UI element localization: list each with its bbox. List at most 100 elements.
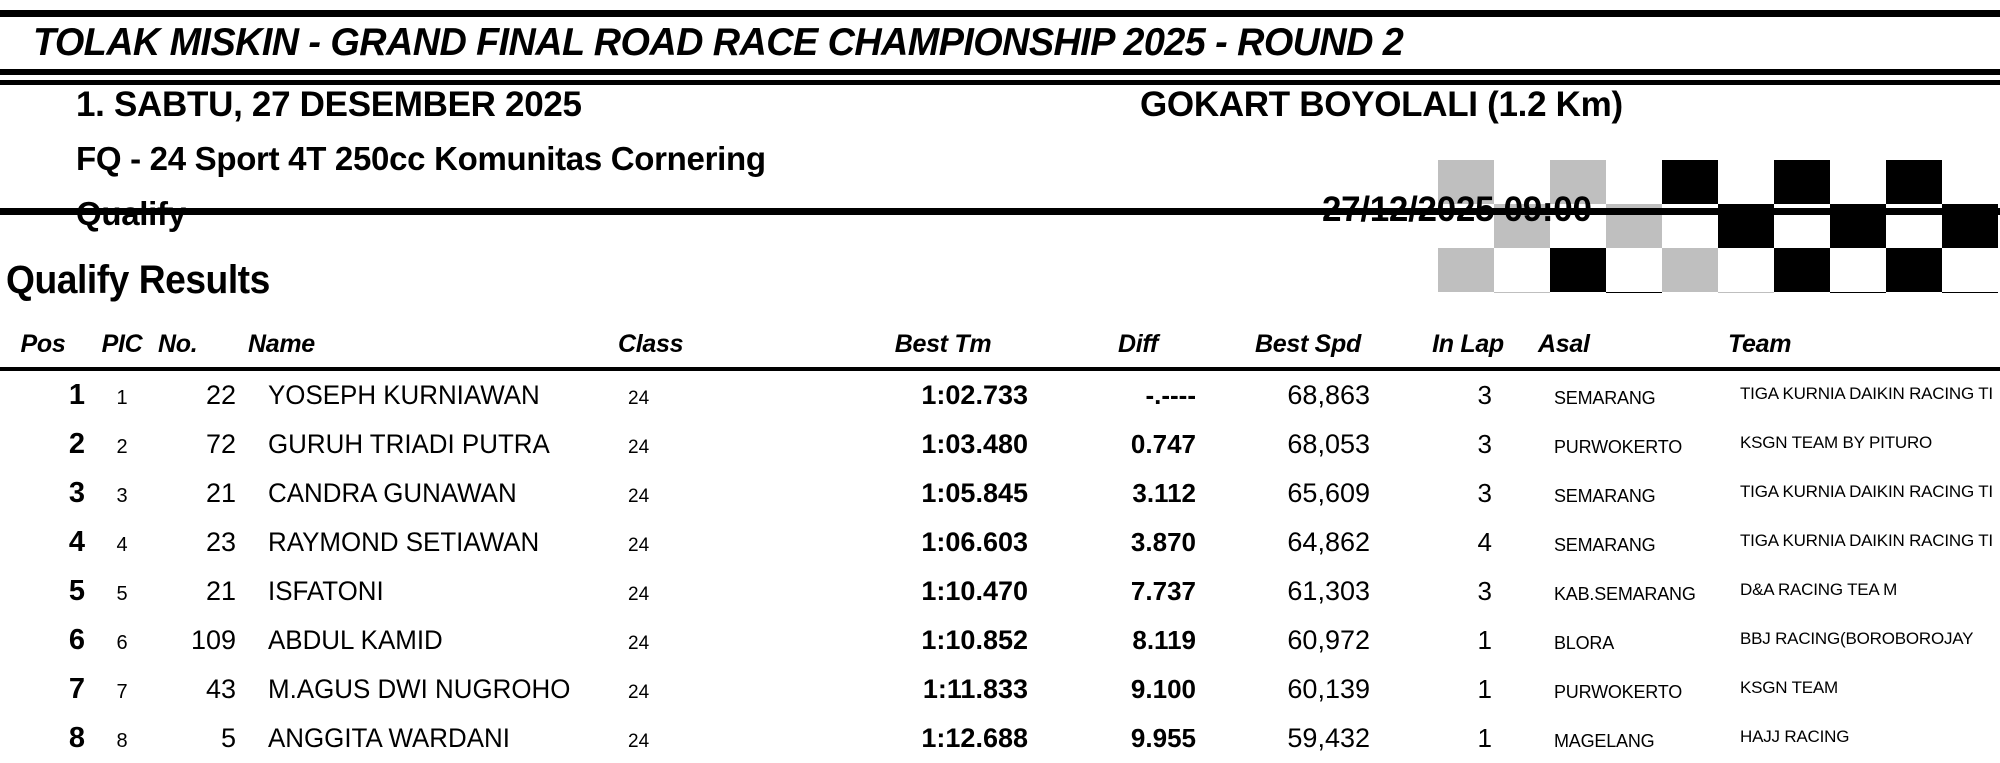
cell-diff: 3.870 <box>1058 518 1218 567</box>
table-row[interactable]: 4 4 23 RAYMOND SETIAWAN 24 1:06.603 3.870 64,86… <box>0 518 2000 567</box>
cell-best-spd-text: 64,862 <box>1287 527 1370 557</box>
cell-in-lap: 1 <box>1398 665 1538 714</box>
cell-best-tm-text: 1:06.603 <box>921 527 1028 557</box>
cell-name-text: ABDUL KAMID <box>268 625 443 655</box>
cell-name: CANDRA GUNAWAN <box>248 469 618 518</box>
header-name: Name <box>248 330 315 358</box>
cell-best-spd: 61,303 <box>1218 567 1398 616</box>
cell-name-text: ISFATONI <box>268 576 384 606</box>
cell-best-tm-text: 1:10.852 <box>921 625 1028 655</box>
cell-in-lap: 3 <box>1398 567 1538 616</box>
cell-name: ABDUL KAMID <box>248 616 618 665</box>
cell-diff: 9.100 <box>1058 665 1218 714</box>
cell-no: 72 <box>158 420 248 469</box>
cell-no: 5 <box>158 714 248 763</box>
cell-in-lap-text: 3 <box>1477 429 1492 459</box>
cell-pos: 3 <box>0 469 86 518</box>
cell-name-text: RAYMOND SETIAWAN <box>268 527 540 557</box>
flag-square <box>1606 292 1662 293</box>
cell-team: KSGN TEAM BY PITURO <box>1728 420 2000 469</box>
cell-asal-text: PURWOKERTO <box>1554 437 1683 457</box>
cell-pos-text: 2 <box>68 428 85 460</box>
cell-team-text: KSGN TEAM <box>1740 678 1839 697</box>
flag-square <box>1942 160 1998 204</box>
cell-name-text: YOSEPH KURNIAWAN <box>268 380 540 410</box>
flag-square <box>1886 160 1942 204</box>
event-title-bar: TOLAK MISKIN - GRAND FINAL ROAD RACE CHA… <box>0 10 2000 75</box>
cell-team-text: TIGA KURNIA DAIKIN RACING TI <box>1740 384 1993 403</box>
cell-no: 22 <box>158 369 248 420</box>
cell-name-text: M.AGUS DWI NUGROHO <box>268 674 571 704</box>
cell-in-lap: 1 <box>1398 616 1538 665</box>
cell-pic: 3 <box>86 469 158 518</box>
flag-square <box>1886 248 1942 292</box>
cell-class-text: 24 <box>628 682 650 703</box>
cell-diff: 7.737 <box>1058 567 1218 616</box>
cell-best-tm-text: 1:12.688 <box>921 723 1028 753</box>
table-row[interactable]: 3 3 21 CANDRA GUNAWAN 24 1:05.845 3.112 65,609 3… <box>0 469 2000 518</box>
cell-best-tm: 1:02.733 <box>828 369 1058 420</box>
cell-name: ISFATONI <box>248 567 618 616</box>
cell-class-text: 24 <box>628 437 650 458</box>
cell-diff: 9.955 <box>1058 714 1218 763</box>
flag-square <box>1662 248 1718 292</box>
cell-best-spd: 59,432 <box>1218 714 1398 763</box>
cell-diff-text: 7.737 <box>1130 576 1196 606</box>
cell-pic: 6 <box>86 616 158 665</box>
event-title: TOLAK MISKIN - GRAND FINAL ROAD RACE CHA… <box>32 21 1404 64</box>
race-results-sheet: TOLAK MISKIN - GRAND FINAL ROAD RACE CHA… <box>0 10 2000 754</box>
cell-diff: 3.112 <box>1058 469 1218 518</box>
cell-name: YOSEPH KURNIAWAN <box>248 369 618 420</box>
cell-asal: SEMARANG <box>1538 369 1728 420</box>
cell-team-text: TIGA KURNIA DAIKIN RACING TI <box>1740 482 1993 501</box>
flag-square <box>1774 292 1830 293</box>
cell-asal: KAB.SEMARANG <box>1538 567 1728 616</box>
table-row[interactable]: 2 2 72 GURUH TRIADI PUTRA 24 1:03.480 0.747 68,… <box>0 420 2000 469</box>
cell-name: M.AGUS DWI NUGROHO <box>248 665 618 714</box>
table-row[interactable]: 8 8 5 ANGGITA WARDANI 24 1:12.688 9.955 59,432 1… <box>0 714 2000 763</box>
cell-diff-text: 9.955 <box>1130 723 1196 753</box>
cell-class-text: 24 <box>628 584 650 605</box>
cell-pos: 6 <box>0 616 86 665</box>
flag-square <box>1942 292 1998 293</box>
cell-diff-text: 8.119 <box>1132 625 1196 655</box>
event-venue-label: GOKART BOYOLALI (1.2 Km) <box>1140 85 1623 124</box>
cell-asal-text: MAGELANG <box>1554 731 1655 751</box>
table-row[interactable]: 1 1 22 YOSEPH KURNIAWAN 24 1:02.733 -.---- 68,8… <box>0 369 2000 420</box>
cell-pic: 7 <box>86 665 158 714</box>
cell-class-text: 24 <box>628 731 650 752</box>
cell-class-text: 24 <box>628 535 650 556</box>
cell-team-text: D&A RACING TEA M <box>1740 580 1898 599</box>
cell-asal: PURWOKERTO <box>1538 420 1728 469</box>
cell-name-text: GURUH TRIADI PUTRA <box>268 429 550 459</box>
table-row[interactable]: 6 6 109 ABDUL KAMID 24 1:10.852 8.119 60,972 1 BL… <box>0 616 2000 665</box>
flag-square <box>1886 292 1942 293</box>
flag-square <box>1438 248 1494 292</box>
cell-pic-text: 2 <box>116 436 128 458</box>
cell-best-tm-text: 1:03.480 <box>921 429 1028 459</box>
table-row[interactable]: 7 7 43 M.AGUS DWI NUGROHO 24 1:11.833 9.100 60,… <box>0 665 2000 714</box>
cell-diff: 0.747 <box>1058 420 1218 469</box>
cell-diff: 8.119 <box>1058 616 1218 665</box>
cell-pos: 2 <box>0 420 86 469</box>
cell-team: KSGN TEAM <box>1728 665 2000 714</box>
flag-square <box>1494 160 1550 204</box>
cell-best-tm-text: 1:05.845 <box>921 478 1028 508</box>
cell-diff-text: 0.747 <box>1130 429 1196 459</box>
cell-pic-text: 3 <box>116 485 128 507</box>
cell-pic-text: 4 <box>116 534 128 556</box>
cell-no: 109 <box>158 616 248 665</box>
cell-no-text: 5 <box>220 723 236 753</box>
cell-asal-text: BLORA <box>1554 633 1615 653</box>
cell-best-spd-text: 60,972 <box>1287 625 1370 655</box>
flag-square <box>1718 160 1774 204</box>
cell-in-lap: 3 <box>1398 420 1538 469</box>
cell-pic: 8 <box>86 714 158 763</box>
table-row[interactable]: 5 5 21 ISFATONI 24 1:10.470 7.737 61,303 3 KAB.SE… <box>0 567 2000 616</box>
cell-diff: -.---- <box>1058 369 1218 420</box>
header-in-lap: In Lap <box>1432 330 1504 358</box>
cell-best-spd-text: 65,609 <box>1287 478 1370 508</box>
cell-pos-text: 3 <box>68 477 85 509</box>
cell-in-lap-text: 1 <box>1477 625 1492 655</box>
header-no: No. <box>158 330 198 358</box>
